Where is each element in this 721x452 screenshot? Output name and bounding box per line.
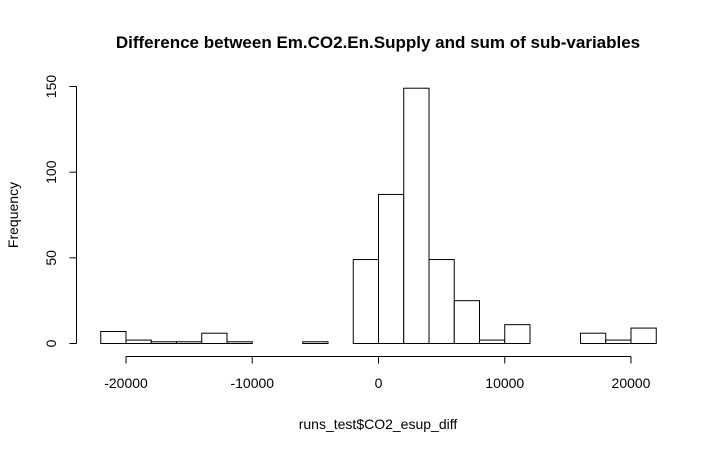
x-tick-label: -20000 xyxy=(104,375,148,391)
histogram-bar-20 xyxy=(605,339,632,344)
histogram-bar-5 xyxy=(226,341,253,345)
y-tick-label: 0 xyxy=(43,339,59,347)
histogram-bar-11 xyxy=(378,193,405,344)
histogram-bar-15 xyxy=(479,339,506,344)
chart-title: Difference between Em.CO2.En.Supply and … xyxy=(116,33,640,52)
y-axis-label: Frequency xyxy=(5,182,21,248)
y-axis: 0 50 100 150 xyxy=(43,75,77,347)
x-axis: -20000 -10000 0 10000 20000 xyxy=(104,356,651,391)
histogram-bar-19 xyxy=(580,332,607,345)
x-tick-label: 10000 xyxy=(485,375,524,391)
histogram-bar-8 xyxy=(302,341,329,345)
histogram-bar-14 xyxy=(453,300,480,345)
y-tick-label: 100 xyxy=(43,160,59,184)
x-tick-label: 20000 xyxy=(612,375,651,391)
x-tick-label: 0 xyxy=(375,375,383,391)
histogram-bar-4 xyxy=(201,332,228,345)
histogram-bar-12 xyxy=(403,87,430,344)
histogram-bar-1 xyxy=(125,339,152,344)
histogram-bar-3 xyxy=(176,341,203,345)
y-tick-label: 150 xyxy=(43,75,59,99)
histogram-bar-21 xyxy=(630,327,657,344)
histogram-bar-16 xyxy=(504,324,531,344)
histogram-bar-13 xyxy=(428,259,455,345)
histogram-bar-10 xyxy=(352,259,379,345)
histogram-bar-0 xyxy=(100,331,127,344)
x-axis-label: runs_test$CO2_esup_diff xyxy=(299,416,458,432)
y-tick-label: 50 xyxy=(43,250,59,266)
x-tick-label: -10000 xyxy=(230,375,274,391)
histogram-bars xyxy=(100,87,657,345)
histogram-bar-2 xyxy=(150,341,177,345)
